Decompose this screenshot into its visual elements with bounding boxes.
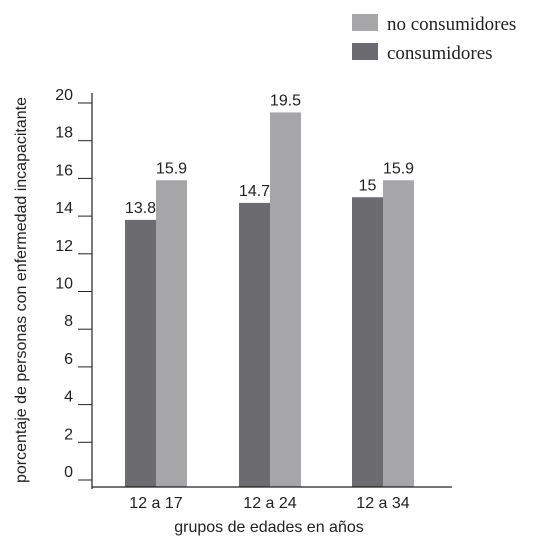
x-category-label: 12 a 24	[243, 495, 296, 512]
legend-swatch-no-consumidores	[352, 14, 378, 31]
data-label: 15.9	[156, 160, 187, 177]
bar-no-consumidores-1	[270, 112, 301, 488]
y-tick-label: 8	[64, 313, 73, 330]
x-axis-title: grupos de edades en años	[174, 519, 363, 536]
y-tick-label: 14	[55, 200, 73, 217]
data-label: 15.9	[383, 160, 414, 177]
y-tick-label: 12	[55, 238, 73, 255]
y-tick-label: 16	[55, 162, 73, 179]
bar-no-consumidores-0	[156, 180, 187, 487]
legend-label-no-consumidores: no consumidores	[387, 14, 516, 35]
data-label: 14.7	[239, 183, 270, 200]
legend-swatch-consumidores	[352, 43, 378, 60]
x-category-label: 12 a 17	[129, 495, 182, 512]
y-tick-label: 18	[55, 125, 73, 142]
legend: no consumidores consumidores	[352, 14, 516, 64]
y-axis-title: porcentaje de personas con enfermedad in…	[13, 97, 30, 483]
bar-consumidores-2	[352, 197, 383, 487]
legend-label-consumidores: consumidores	[387, 43, 493, 64]
y-tick-label: 6	[64, 351, 73, 368]
y-tick-label: 4	[64, 389, 73, 406]
y-tick-label: 2	[64, 426, 73, 443]
y-tick-label: 10	[55, 276, 73, 293]
bar-consumidores-0	[125, 219, 156, 487]
x-category-label: 12 a 34	[356, 495, 409, 512]
y-tick-label: 20	[55, 87, 73, 104]
data-label: 15	[359, 177, 377, 194]
data-label: 13.8	[125, 200, 156, 217]
bar-consumidores-1	[239, 202, 270, 487]
y-tick-label: 0	[64, 464, 73, 481]
data-label: 19.5	[270, 92, 301, 109]
bar-no-consumidores-2	[383, 180, 414, 487]
